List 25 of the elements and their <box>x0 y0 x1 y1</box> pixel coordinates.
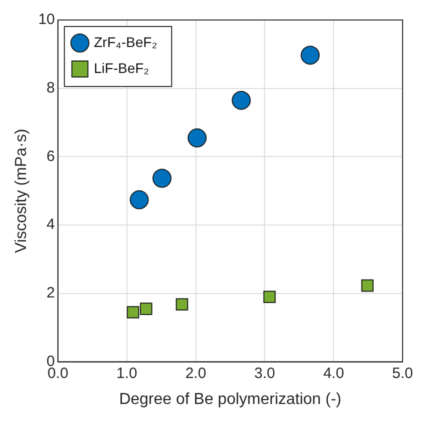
point <box>130 190 149 210</box>
point <box>188 128 207 148</box>
y-tick-label: 4 <box>46 216 55 234</box>
point <box>140 302 152 315</box>
point <box>263 290 276 304</box>
y-tick-label: 2 <box>46 284 55 302</box>
y-axis-title: Viscosity (mPa·s) <box>13 128 30 253</box>
x-tick-label: 1.0 <box>116 364 138 382</box>
point <box>126 306 140 318</box>
y-tick-label: 10 <box>38 11 55 28</box>
y-tick-label: 8 <box>46 80 55 96</box>
legend-label: LiF-BeF₂ <box>94 60 150 76</box>
point <box>152 168 172 188</box>
x-tick-label: 5.0 <box>392 364 414 382</box>
point <box>232 90 251 110</box>
x-tick-label: 4.0 <box>323 364 344 382</box>
point <box>300 46 320 65</box>
point <box>176 298 188 311</box>
x-axis-title: Degree of Be polymerization (-) <box>119 390 342 408</box>
legend-label: ZrF₄-BeF₂ <box>94 34 158 50</box>
y-tick-label: 6 <box>46 148 55 165</box>
point <box>361 279 374 292</box>
x-tick-label: 0.0 <box>47 364 68 382</box>
x-tick-label: 3.0 <box>254 364 276 382</box>
x-tick-label: 2.0 <box>185 364 206 382</box>
